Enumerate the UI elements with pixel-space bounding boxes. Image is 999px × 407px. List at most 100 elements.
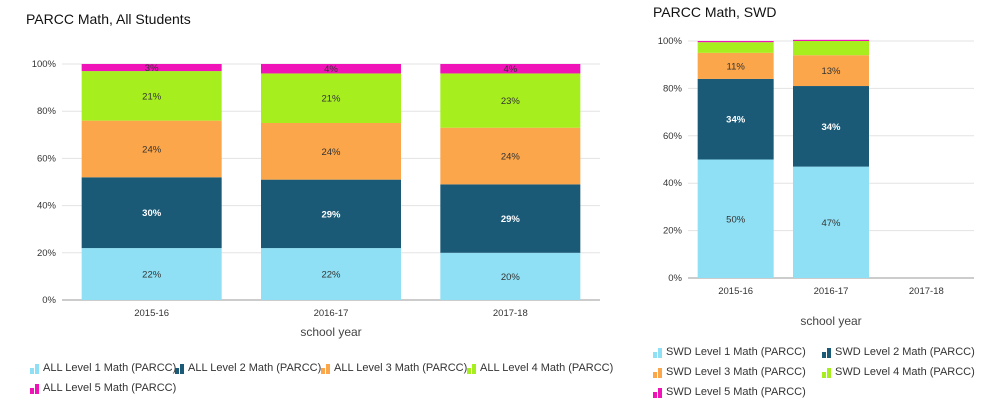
legend-item: ALL Level 4 Math (PARCC) xyxy=(467,362,613,374)
bar-segment xyxy=(261,64,401,74)
data-label: 13% xyxy=(821,66,841,77)
y-tick-label: 40% xyxy=(663,178,683,189)
bar-segment xyxy=(81,248,222,300)
bar-segment xyxy=(440,252,581,300)
bar-segment xyxy=(81,177,222,249)
data-label: 47% xyxy=(821,218,841,229)
y-tick-label: 60% xyxy=(37,153,57,164)
bar-segment xyxy=(440,127,581,185)
bar-segment xyxy=(440,73,581,128)
bar-segment xyxy=(261,248,401,300)
legend-label: ALL Level 1 Math (PARCC) xyxy=(43,362,177,374)
bar-segment xyxy=(261,179,401,249)
x-axis-label: school year xyxy=(300,325,361,339)
y-tick-label: 80% xyxy=(663,83,683,94)
data-label: 11% xyxy=(727,61,746,72)
data-label: 21% xyxy=(142,91,162,102)
data-label: 29% xyxy=(321,209,341,220)
legend-swatch-icon xyxy=(653,368,662,378)
bar-segment xyxy=(81,120,222,178)
bar-segment xyxy=(697,42,774,53)
data-label: 22% xyxy=(142,270,162,281)
y-tick-label: 100% xyxy=(658,36,683,47)
data-label: 22% xyxy=(321,270,341,281)
plot-area: 0% 20% 40% 60% 80% 100% 22% 30% 24% 21% 3% 2015-16 2… xyxy=(32,59,600,339)
data-label: 30% xyxy=(142,208,162,219)
legend-label: SWD Level 4 Math (PARCC) xyxy=(835,366,975,378)
legend-label: SWD Level 2 Math (PARCC) xyxy=(835,346,975,358)
data-label: 34% xyxy=(726,115,746,126)
x-tick-label: 2016-17 xyxy=(814,286,849,297)
bar-segment xyxy=(440,64,581,74)
legend-swatch-icon xyxy=(30,384,39,394)
chart-title: PARCC Math, SWD xyxy=(653,4,777,20)
data-label: 4% xyxy=(324,64,338,75)
data-label: 4% xyxy=(503,64,517,75)
legend-item: ALL Level 2 Math (PARCC) xyxy=(175,362,321,374)
bar-segment xyxy=(81,64,222,72)
legend-item: ALL Level 1 Math (PARCC) xyxy=(30,362,176,374)
x-tick-label: 2015-16 xyxy=(718,286,753,297)
bar-segment xyxy=(697,52,774,79)
chart-swd: PARCC Math, SWD 0% 20% 40% 60% 80% 100% 50% 34%… xyxy=(640,0,999,407)
legend-swatch-icon xyxy=(321,364,330,374)
data-label: 24% xyxy=(501,152,521,163)
y-tick-label: 40% xyxy=(37,201,57,212)
y-tick-label: 80% xyxy=(37,106,57,117)
bar-segment xyxy=(793,55,869,87)
data-label: 24% xyxy=(321,147,341,158)
data-label: 24% xyxy=(142,144,162,155)
data-label: 3% xyxy=(145,63,159,74)
bar-segment xyxy=(81,71,222,121)
legend-swatch-icon xyxy=(467,364,476,374)
x-tick-label: 2017-18 xyxy=(493,308,528,319)
bar-segment xyxy=(793,86,869,167)
legend-label: ALL Level 2 Math (PARCC) xyxy=(188,362,322,374)
y-tick-label: 60% xyxy=(663,131,683,142)
bar-segment xyxy=(440,184,581,253)
y-tick-label: 20% xyxy=(663,226,683,237)
data-label: 21% xyxy=(321,94,341,105)
legend-item: SWD Level 2 Math (PARCC) xyxy=(822,346,975,358)
legend-label: SWD Level 1 Math (PARCC) xyxy=(666,346,806,358)
x-tick-label: 2015-16 xyxy=(134,308,169,319)
bar-segment xyxy=(793,41,869,56)
y-tick-label: 0% xyxy=(668,273,682,284)
x-tick-label: 2017-18 xyxy=(909,286,944,297)
chart-title: PARCC Math, All Students xyxy=(26,11,191,27)
legend-label: ALL Level 3 Math (PARCC) xyxy=(334,362,468,374)
legend-item: SWD Level 5 Math (PARCC) xyxy=(653,386,806,398)
bar-segment xyxy=(697,78,774,160)
legend-label: ALL Level 4 Math (PARCC) xyxy=(480,362,614,374)
data-label: 29% xyxy=(501,214,521,225)
legend-swatch-icon xyxy=(822,368,831,378)
data-label: 20% xyxy=(501,272,521,283)
legend-swatch-icon xyxy=(175,364,184,374)
legend-item: ALL Level 5 Math (PARCC) xyxy=(30,382,176,394)
bar-segment xyxy=(793,166,869,278)
legend-swatch-icon xyxy=(653,388,662,398)
legend-item: SWD Level 1 Math (PARCC) xyxy=(653,346,806,358)
bar-segment xyxy=(261,73,401,123)
legend-item: SWD Level 4 Math (PARCC) xyxy=(822,366,975,378)
legend-label: ALL Level 5 Math (PARCC) xyxy=(43,382,177,394)
legend-label: SWD Level 5 Math (PARCC) xyxy=(666,386,806,398)
bar-segment xyxy=(261,123,401,180)
legend-swatch-icon xyxy=(653,348,662,358)
data-label: 23% xyxy=(501,96,521,107)
chart-all-students: PARCC Math, All Students 0% 20% 40% 60% 80% 1… xyxy=(26,11,613,394)
legend-label: SWD Level 3 Math (PARCC) xyxy=(666,366,806,378)
x-tick-label: 2016-17 xyxy=(314,308,349,319)
legend-swatch-icon xyxy=(822,348,831,358)
legend-item: ALL Level 3 Math (PARCC) xyxy=(321,362,467,374)
plot-area: 0% 20% 40% 60% 80% 100% 50% 34% 11% 2015-16 47% 34%… xyxy=(658,36,974,328)
x-axis-label: school year xyxy=(800,314,861,328)
legend-item: SWD Level 3 Math (PARCC) xyxy=(653,366,806,378)
y-tick-label: 20% xyxy=(37,248,57,259)
bar-segment xyxy=(697,41,774,43)
bar-segment xyxy=(697,159,774,278)
data-label: 50% xyxy=(726,214,746,225)
y-tick-label: 100% xyxy=(32,59,57,70)
data-label: 34% xyxy=(821,122,841,133)
bar-segment xyxy=(793,39,869,41)
